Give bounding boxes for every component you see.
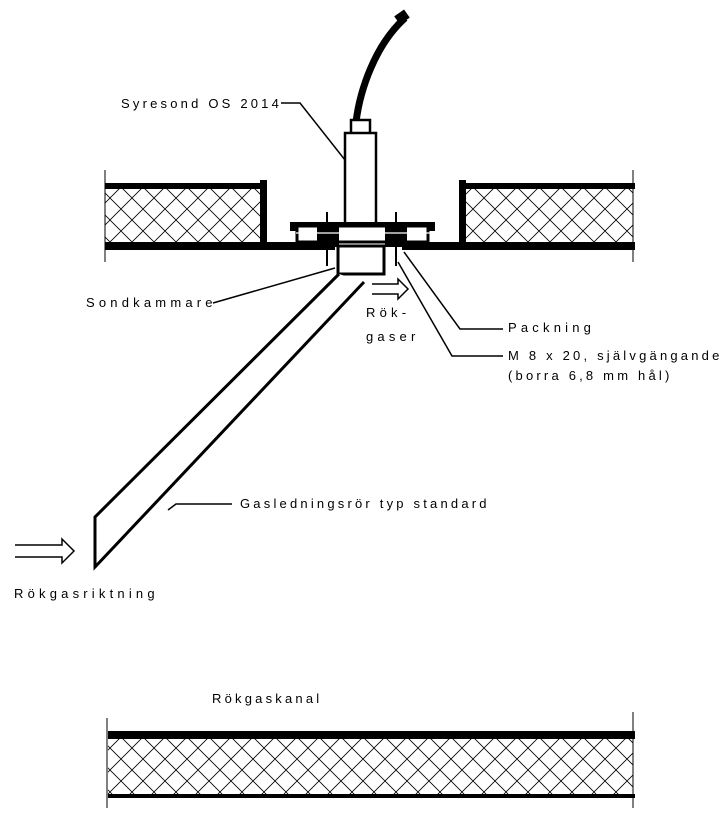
label-direction: Rökgasriktning	[14, 586, 159, 601]
outlet-arrow-icon	[372, 277, 410, 301]
wall-end-plate-left	[260, 180, 267, 248]
duct-outer-plate	[108, 794, 635, 798]
duct-inner-plate	[108, 731, 635, 739]
leader-screw	[397, 261, 503, 357]
lower-duct-wall	[106, 712, 635, 808]
label-probe: Syresond OS 2014	[121, 96, 282, 111]
insulation-right	[465, 186, 633, 244]
flange-assembly	[290, 212, 435, 266]
label-pipe: Gasledningsrör typ standard	[240, 496, 490, 511]
probe-body	[343, 131, 378, 229]
label-flue-gases-2: gaser	[366, 329, 420, 344]
leader-probe	[281, 102, 346, 161]
gas-pipe	[93, 272, 366, 571]
insulation-bottom	[108, 737, 633, 794]
cable-end	[394, 9, 410, 25]
label-duct: Rökgaskanal	[212, 691, 322, 706]
probe-cable	[352, 15, 408, 123]
probe-chamber	[336, 244, 386, 276]
label-screw-1: M 8 x 20, självgängande	[508, 348, 723, 363]
wall-inner-plate-right	[402, 242, 635, 250]
label-gasket: Packning	[508, 320, 595, 335]
flange-body	[295, 224, 430, 244]
wall-inner-plate-left	[105, 242, 335, 250]
oxygen-probe	[343, 118, 378, 229]
label-flue-gases-1: Rök-	[366, 305, 410, 320]
leader-pipe	[167, 503, 232, 511]
upper-left-wall	[104, 170, 335, 262]
upper-right-wall	[402, 170, 635, 262]
direction-arrow-icon	[15, 537, 76, 565]
insulation-left	[105, 186, 260, 244]
wall-top-plate-right	[460, 183, 635, 189]
direction-arrow	[15, 537, 76, 565]
wall-top-plate-left	[105, 183, 265, 189]
label-chamber: Sondkammare	[86, 295, 217, 310]
leader-chamber	[212, 267, 336, 304]
leader-gasket	[403, 251, 503, 330]
wall-end-plate-right	[459, 180, 466, 248]
label-screw-2: (borra 6,8 mm hål)	[508, 368, 673, 383]
flue-gas-arrow	[372, 277, 410, 301]
